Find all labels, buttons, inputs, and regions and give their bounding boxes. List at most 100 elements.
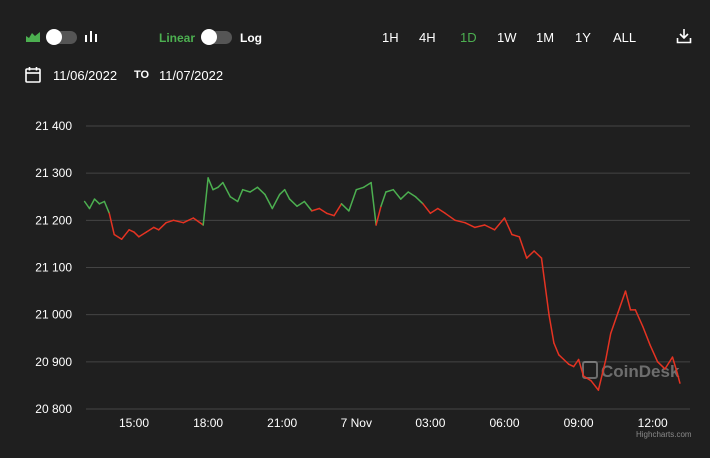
price-line-segment [380,191,387,207]
price-line-segment [370,181,377,226]
date-from[interactable]: 11/06/2022 [53,68,118,83]
scale-log-label[interactable]: Log [240,31,262,45]
price-line-segment [474,224,486,229]
price-line-segment [98,200,106,205]
range-1d-button[interactable]: 1D [460,30,477,45]
price-line-segment [518,236,528,259]
price-line-segment [385,188,395,193]
price-line-segment [671,356,679,375]
price-line-segment [454,219,466,224]
price-line-segment [108,212,115,236]
price-line-segment [288,198,298,207]
price-line-segment [590,379,600,391]
price-line-segment [392,188,402,200]
download-icon[interactable] [676,28,692,44]
x-tick-label: 03:00 [415,416,445,430]
y-tick-label: 20 900 [35,355,72,369]
range-1h-button[interactable]: 1H [382,30,399,45]
coindesk-watermark: CoinDesk [601,362,680,381]
price-line-segment [236,188,244,203]
chart-type-toggle[interactable] [46,29,77,45]
bar-chart-icon[interactable] [85,30,97,42]
price-line-segment [172,219,185,224]
price-line-segment [444,212,456,222]
price-line-segment [165,219,175,224]
price-line-segment [340,203,350,212]
price-line-segment [577,358,585,377]
x-tick-label: 06:00 [489,416,519,430]
price-line-segment [582,375,592,382]
price-line-segment [609,311,619,335]
range-1w-button[interactable]: 1W [497,30,517,45]
y-tick-label: 21 400 [35,119,72,133]
x-tick-label: 09:00 [564,416,594,430]
price-line-segment [138,231,148,238]
price-line-segment [355,186,365,191]
price-line-segment [563,358,570,365]
price-line-segment [333,203,343,217]
price-line-segment [271,193,281,210]
date-to[interactable]: 11/07/2022 [159,68,224,83]
price-line-segment [567,363,575,368]
y-tick-label: 21 300 [35,166,72,180]
price-line-segment [212,186,219,191]
toggle-knob [201,29,217,45]
price-line-segment [605,332,612,361]
price-line-segment [157,221,167,231]
y-tick-label: 21 100 [35,261,72,275]
range-1m-button[interactable]: 1M [536,30,555,45]
x-tick-label: 12:00 [638,416,668,430]
price-line-segment [649,344,659,363]
range-1y-button[interactable]: 1Y [575,30,591,45]
price-line-segment [296,200,306,207]
price-line-segment [93,198,101,205]
scale-toggle[interactable] [201,29,232,45]
price-line-segment [145,226,155,233]
x-tick-label: 15:00 [119,416,149,430]
price-line-segment [558,354,565,361]
price-line-segment [400,191,409,200]
x-tick-label: 7 Nov [341,416,372,430]
y-axis-labels: 21 400 21 300 21 200 21 100 21 000 20 900 20 8… [35,119,72,416]
price-line-segment [533,250,543,259]
price-line-segment [207,177,214,191]
price-line-segment [624,290,632,311]
price-line-segment [553,342,560,356]
price-line-segment [676,372,681,384]
price-line-segment [103,200,111,215]
price-line-segment [348,188,358,212]
coindesk-logo-icon [582,361,598,379]
price-line-segment [362,181,372,189]
price-line-segment [241,188,251,193]
x-tick-label: 18:00 [193,416,223,430]
area-chart-icon[interactable] [26,30,40,42]
price-line-segment [664,356,674,370]
price-line-segment [634,309,644,328]
price-line-segment [642,325,651,347]
price-line-segment [278,188,286,196]
price-line-segment [249,186,259,193]
date-to-label: TO [134,69,150,81]
y-tick-label: 21 200 [35,213,72,227]
highcharts-credit[interactable]: Highcharts.com [636,430,692,439]
price-line-segment [128,229,135,233]
price-line-segment [548,313,555,344]
price-line-segment [483,224,496,231]
price-line-segment [264,193,274,210]
range-4h-button[interactable]: 4H [419,30,436,45]
price-line-segment [375,205,382,226]
price-line-segment [572,358,580,368]
price-line-segment [414,196,424,205]
price-line-segment [511,233,521,238]
price-series [83,177,681,391]
range-all-button[interactable]: ALL [613,30,637,45]
price-line-segment [283,188,291,200]
price-line-segment [153,226,160,231]
price-line-segment [422,203,432,215]
price-line-segment [318,207,328,215]
price-line-segment [229,196,239,203]
scale-linear-label[interactable]: Linear [159,31,196,45]
calendar-icon[interactable] [25,66,41,83]
grid-lines [86,125,690,410]
